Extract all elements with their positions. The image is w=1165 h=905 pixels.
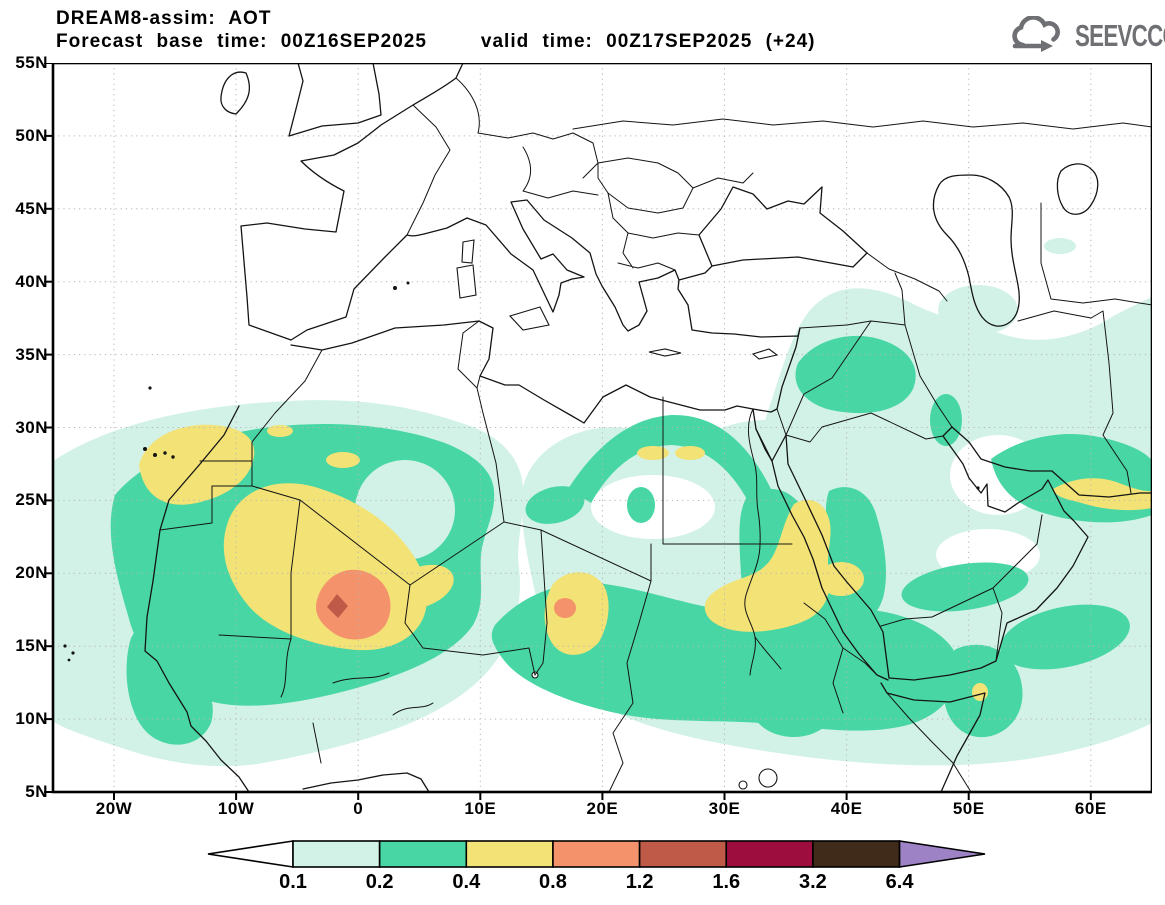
legend-cell bbox=[725, 840, 814, 868]
legend-value: 0.8 bbox=[539, 871, 567, 893]
grid-lines bbox=[53, 63, 1152, 792]
coastlines bbox=[63, 63, 1152, 793]
axis-ticks bbox=[44, 63, 1092, 800]
y-axis-label: 20N bbox=[15, 563, 48, 583]
legend-value: 3.2 bbox=[798, 871, 827, 893]
x-axis-label: 50E bbox=[952, 799, 985, 818]
page-title: DREAM8-assim: AOT bbox=[56, 8, 272, 29]
x-axis-label: 40E bbox=[830, 799, 863, 818]
y-axis-label: 5N bbox=[25, 782, 48, 801]
legend-arrow bbox=[207, 840, 294, 868]
subtitle-row: Forecast base time: 00Z16SEP2025 valid ti… bbox=[56, 31, 815, 53]
map-canvas bbox=[44, 63, 1152, 800]
x-axis-label: 10W bbox=[217, 799, 255, 818]
legend-value: 0.4 bbox=[452, 871, 481, 893]
legend-value: 1.6 bbox=[712, 871, 741, 893]
logo-text: SEEVCCC bbox=[1075, 18, 1165, 53]
legend-colorbar bbox=[207, 840, 986, 868]
x-axis-label: 60E bbox=[1074, 799, 1107, 818]
legend-value: 1.2 bbox=[625, 871, 654, 893]
legend-value: 6.4 bbox=[885, 871, 914, 893]
legend-arrow bbox=[898, 840, 986, 868]
y-axis-label: 30N bbox=[15, 417, 48, 437]
legend-value: 0.1 bbox=[279, 871, 307, 893]
country-borders bbox=[159, 77, 1152, 793]
cloud-arrow-icon bbox=[1012, 16, 1060, 52]
y-axis-label: 55N bbox=[15, 53, 48, 72]
aot-field-level5 bbox=[327, 594, 348, 618]
x-axis-label: 20E bbox=[586, 799, 619, 818]
forecast-base-time: Forecast base time: 00Z16SEP2025 bbox=[56, 31, 427, 52]
aot-field-level4 bbox=[316, 569, 576, 640]
legend-cell bbox=[638, 840, 728, 868]
y-axis-label: 45N bbox=[15, 198, 48, 218]
y-axis-label: 50N bbox=[15, 125, 48, 145]
legend-cell bbox=[292, 840, 381, 868]
x-axis-label: 10E bbox=[464, 799, 497, 818]
x-axis-label: 0 bbox=[353, 799, 364, 818]
x-axis-label: 30E bbox=[708, 799, 741, 818]
legend-value: 0.2 bbox=[365, 871, 394, 893]
legend-cell bbox=[552, 840, 641, 868]
y-axis-label: 10N bbox=[15, 709, 48, 729]
legend-cell bbox=[378, 840, 468, 868]
legend-cell bbox=[812, 840, 901, 868]
y-axis-label: 15N bbox=[15, 636, 48, 656]
legend-cell bbox=[465, 840, 554, 868]
y-axis-label: 40N bbox=[15, 271, 48, 291]
seevccc-logo: SEEVCCC bbox=[1008, 16, 1165, 56]
y-axis-label: 35N bbox=[15, 344, 48, 364]
x-axis-label: 20W bbox=[95, 799, 133, 818]
valid-time: valid time: 00Z17SEP2025 (+24) bbox=[480, 31, 816, 52]
y-axis-label: 25N bbox=[15, 490, 48, 510]
